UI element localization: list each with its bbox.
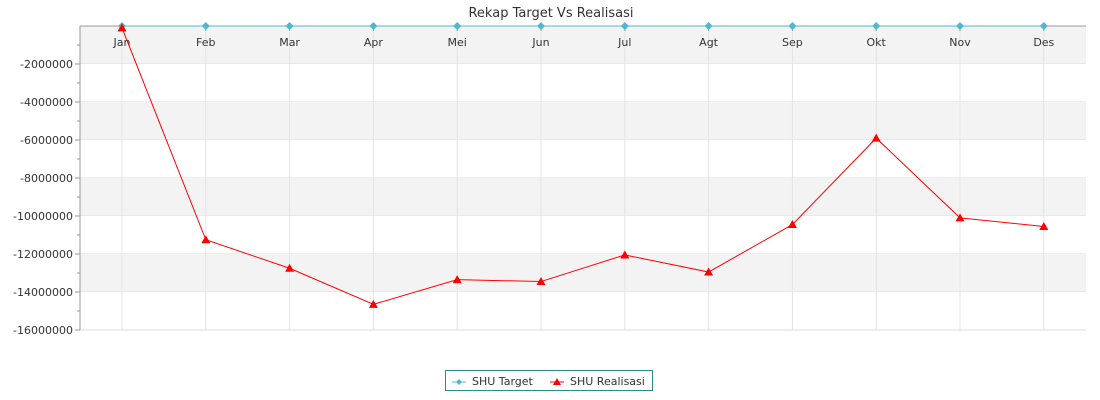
data-point-target	[285, 22, 294, 30]
x-tick-label: Apr	[364, 36, 384, 49]
x-tick-label: Jun	[531, 36, 549, 49]
y-tick-label: -12000000	[13, 248, 73, 261]
data-point-realisasi	[117, 23, 127, 32]
grid-band	[80, 254, 1086, 292]
x-tick-label: Feb	[196, 36, 215, 49]
grid-band	[80, 216, 1086, 254]
data-point-realisasi	[620, 250, 630, 259]
data-point-target	[704, 22, 713, 30]
data-point-realisasi	[201, 235, 211, 244]
data-point-realisasi	[787, 220, 797, 229]
triangle-marker-icon	[550, 378, 564, 385]
data-point-realisasi	[285, 263, 295, 272]
series-line	[121, 27, 1044, 305]
data-point-realisasi	[955, 213, 965, 222]
grid-band	[80, 178, 1086, 216]
data-point-target	[453, 22, 462, 30]
x-tick-label: Des	[1033, 36, 1054, 49]
grid-band	[80, 292, 1086, 330]
y-tick-label: -6000000	[20, 134, 73, 147]
diamond-marker-icon	[452, 379, 466, 385]
data-point-target	[369, 22, 378, 30]
y-tick-label: -16000000	[13, 324, 73, 337]
y-tick-label: -8000000	[20, 172, 73, 185]
data-point-target	[620, 22, 629, 30]
x-tick-label: Nov	[949, 36, 971, 49]
y-tick-label: -4000000	[20, 96, 73, 109]
data-point-target	[956, 22, 964, 30]
data-point-realisasi	[452, 275, 462, 284]
x-tick-label: Okt	[867, 36, 887, 49]
data-point-target	[872, 22, 881, 30]
data-point-target	[788, 22, 797, 30]
x-tick-label: Mar	[279, 36, 300, 49]
x-tick-label: Sep	[782, 36, 803, 49]
grid-band	[80, 64, 1086, 102]
grid-band	[80, 26, 1086, 64]
data-point-realisasi	[704, 267, 714, 276]
data-point-target	[1039, 22, 1048, 30]
y-tick-label: -14000000	[13, 286, 73, 299]
legend-label-realisasi: SHU Realisasi	[570, 375, 645, 388]
x-tick-label: Jul	[617, 36, 631, 49]
x-tick-label: Mei	[448, 36, 467, 49]
chart-title: Rekap Target Vs Realisasi	[468, 6, 633, 21]
data-point-realisasi	[1039, 221, 1049, 230]
legend-label-target: SHU Target	[472, 375, 533, 388]
grid-band	[80, 102, 1086, 140]
x-tick-label: Agt	[699, 36, 719, 49]
data-point-target	[201, 22, 210, 30]
y-tick-label: -2000000	[20, 58, 73, 71]
data-point-realisasi	[871, 133, 881, 142]
data-point-realisasi	[536, 277, 546, 286]
y-tick-label: -10000000	[13, 210, 73, 223]
grid-band	[80, 140, 1086, 178]
data-point-realisasi	[368, 299, 378, 308]
data-point-target	[537, 22, 545, 30]
legend: SHU Target SHU Realisasi	[445, 370, 653, 391]
